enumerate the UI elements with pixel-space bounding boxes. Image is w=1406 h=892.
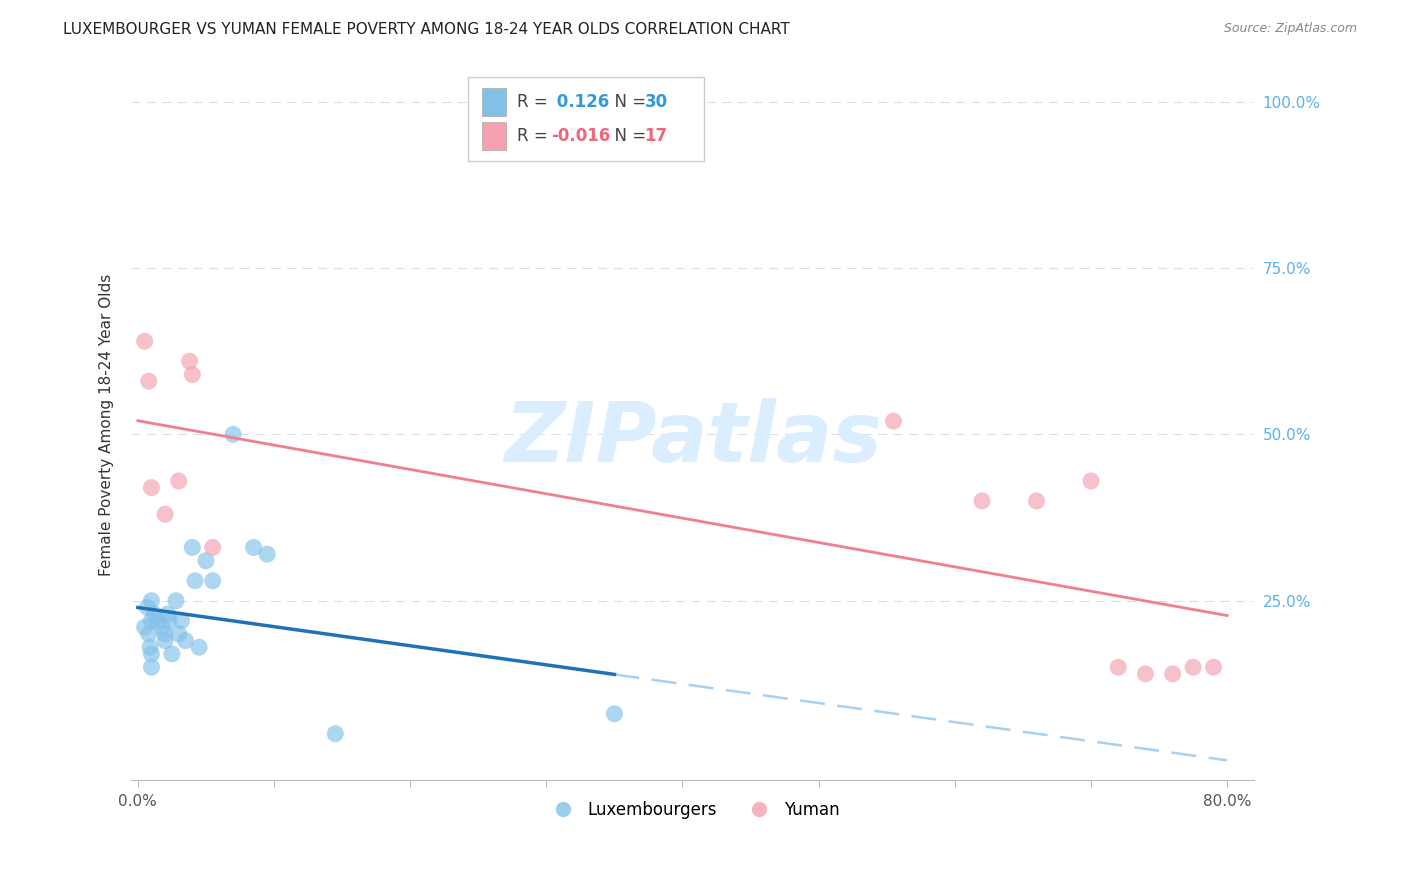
Point (167, 627, 190, 641)
FancyBboxPatch shape (481, 87, 506, 116)
Point (201, 574, 224, 588)
Point (141, 481, 163, 495)
Point (138, 627, 160, 641)
Point (181, 368, 204, 382)
Point (148, 614, 170, 628)
Point (157, 614, 180, 628)
Point (153, 633, 176, 648)
Point (153, 627, 176, 641)
Point (1161, 666, 1184, 681)
Point (165, 593, 187, 607)
Point (167, 474, 190, 488)
Text: -0.016: -0.016 (551, 128, 610, 145)
Text: Source: ZipAtlas.com: Source: ZipAtlas.com (1223, 22, 1357, 36)
Point (201, 541, 224, 555)
Point (1202, 660, 1225, 674)
Point (174, 633, 197, 648)
Point (188, 640, 211, 655)
Point (194, 554, 217, 568)
Point (143, 607, 166, 621)
Point (141, 647, 163, 661)
Point (1025, 494, 1047, 508)
Point (150, 620, 173, 634)
Point (1182, 660, 1205, 674)
Text: 17: 17 (644, 128, 668, 145)
Point (134, 620, 156, 634)
Point (323, 727, 346, 741)
Point (156, 607, 179, 621)
Text: LUXEMBOURGER VS YUMAN FEMALE POVERTY AMONG 18-24 YEAR OLDS CORRELATION CHART: LUXEMBOURGER VS YUMAN FEMALE POVERTY AMO… (63, 22, 790, 37)
Point (170, 614, 193, 628)
Point (136, 600, 159, 615)
FancyBboxPatch shape (468, 77, 704, 161)
Point (141, 660, 163, 674)
Text: ZIPatlas: ZIPatlas (503, 398, 882, 479)
Point (141, 614, 163, 628)
Point (1080, 474, 1102, 488)
FancyBboxPatch shape (481, 122, 506, 151)
Y-axis label: Female Poverty Among 18-24 Year Olds: Female Poverty Among 18-24 Year Olds (100, 273, 114, 575)
Point (222, 427, 245, 442)
Text: 30: 30 (644, 93, 668, 111)
Text: R =: R = (517, 128, 554, 145)
Point (141, 593, 163, 607)
Text: R =: R = (517, 93, 554, 111)
Point (138, 374, 160, 388)
Text: 0.126: 0.126 (551, 93, 609, 111)
Point (160, 647, 183, 661)
Point (139, 640, 162, 655)
Point (153, 507, 176, 521)
Point (256, 547, 278, 561)
Point (184, 574, 207, 588)
Point (970, 494, 993, 508)
Point (1107, 660, 1129, 674)
Point (242, 541, 264, 555)
Legend: Luxembourgers, Yuman: Luxembourgers, Yuman (540, 794, 846, 825)
Text: N =: N = (605, 93, 651, 111)
Point (603, 706, 626, 721)
Point (179, 354, 201, 368)
Point (883, 414, 905, 428)
Text: N =: N = (605, 128, 651, 145)
Point (1135, 666, 1157, 681)
Point (181, 541, 204, 555)
Point (134, 334, 156, 349)
